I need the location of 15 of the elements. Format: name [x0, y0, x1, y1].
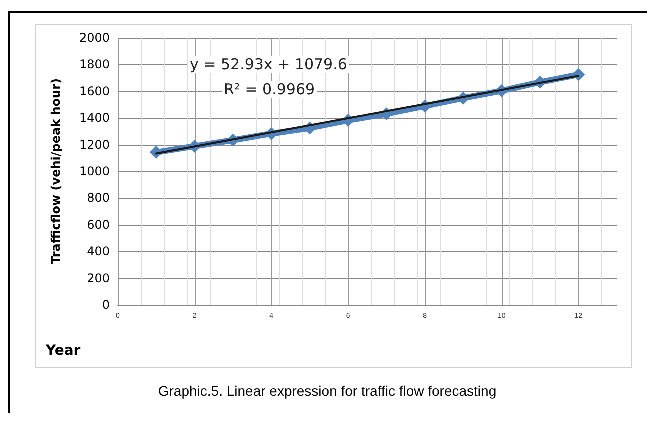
- y-axis-title: Trafficflow (vehi/peak hour): [49, 78, 63, 264]
- y-tick-label: 1400: [79, 111, 110, 126]
- y-tick-label: 800: [87, 191, 110, 206]
- y-tick-label: 1000: [79, 164, 110, 178]
- text: Graphic.5. Linear expression for traffic flow forecasting: [158, 383, 497, 399]
- y-tick-label: 1200: [79, 138, 110, 152]
- annotation: R² = 0.9969: [224, 80, 316, 98]
- y-tick-label: 1600: [79, 84, 110, 98]
- y-tick-label: 1800: [79, 58, 110, 72]
- y-tick-label: 400: [87, 244, 110, 259]
- y-tick-label: 600: [87, 218, 110, 232]
- annotation: y = 52.93x + 1079.6: [190, 56, 348, 74]
- y-tick-label: 200: [87, 271, 110, 286]
- x-axis-title: Year: [45, 343, 81, 359]
- y-tick-label: 2000: [79, 31, 110, 45]
